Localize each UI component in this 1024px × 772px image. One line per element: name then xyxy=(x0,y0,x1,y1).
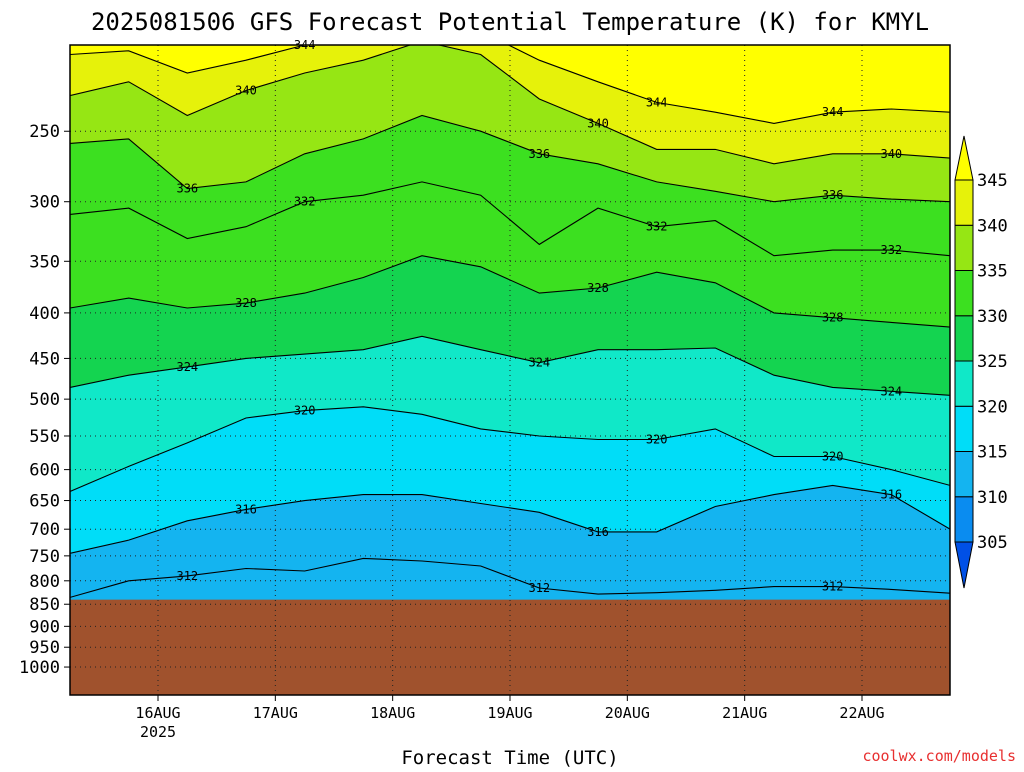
colorbar-swatch xyxy=(954,224,974,271)
contour-label-312: 312 xyxy=(528,581,550,595)
x-tick-label: 20AUG xyxy=(605,704,650,722)
isentrope-340 xyxy=(70,45,950,165)
chart-title: 2025081506 GFS Forecast Potential Temper… xyxy=(91,8,929,36)
x-tick-label: 17AUG xyxy=(253,704,298,722)
contour-label-328: 328 xyxy=(235,296,257,310)
y-tick-label: 350 xyxy=(29,252,60,272)
contour-label-layer: 312 312 312 316 316 316 320 320 320 324 324 324 328 3… xyxy=(176,38,902,595)
colorbar-label: 305 xyxy=(977,533,1008,553)
isentrope-320 xyxy=(70,406,950,493)
isentrope-336 xyxy=(70,114,950,203)
contour-label-332: 332 xyxy=(646,220,668,234)
y-tick-label: 900 xyxy=(29,617,60,637)
colorbar-swatch xyxy=(954,315,974,362)
y-axis: 2503003504004505005506006507007508008509… xyxy=(19,122,70,678)
colorbar-label: 345 xyxy=(977,171,1008,191)
grid-layer xyxy=(70,45,950,695)
watermark: coolwx.com/models xyxy=(862,747,1016,765)
colorbar-label: 335 xyxy=(977,262,1008,282)
y-tick-label: 300 xyxy=(29,193,60,213)
colorbar-swatch xyxy=(954,496,974,543)
x-tick-label: 21AUG xyxy=(722,704,767,722)
x-tick-label: 18AUG xyxy=(370,704,415,722)
y-tick-label: 650 xyxy=(29,492,60,512)
contour-label-332: 332 xyxy=(294,195,316,209)
colorbar: 305 310 315 320 325 330 335 340 345 xyxy=(954,135,1008,589)
colorbar-label: 315 xyxy=(977,443,1008,463)
colorbar-label: 310 xyxy=(977,488,1008,508)
y-tick-label: 550 xyxy=(29,427,60,447)
y-tick-label: 750 xyxy=(29,547,60,567)
isentrope-layer xyxy=(70,45,950,598)
contour-label-320: 320 xyxy=(294,404,316,418)
colorbar-swatch xyxy=(954,405,974,452)
theta-band-9 xyxy=(70,45,950,124)
contour-label-336: 336 xyxy=(822,188,844,202)
contour-label-328: 328 xyxy=(587,281,609,295)
contour-label-340: 340 xyxy=(880,147,902,161)
x-tick-label: 19AUG xyxy=(487,704,532,722)
isentrope-328 xyxy=(70,255,950,328)
y-tick-label: 400 xyxy=(29,304,60,324)
x-tick-label: 16AUG xyxy=(135,704,180,722)
y-tick-label: 950 xyxy=(29,638,60,658)
contour-label-312: 312 xyxy=(176,569,198,583)
x-tick-sublabel: 2025 xyxy=(140,723,176,741)
colorbar-label: 325 xyxy=(977,352,1008,372)
contour-label-344: 344 xyxy=(822,105,844,119)
contour-label-324: 324 xyxy=(176,360,198,374)
colorbar-label: 320 xyxy=(977,397,1008,417)
contour-label-336: 336 xyxy=(528,147,550,161)
isentrope-332 xyxy=(70,181,950,257)
isentrope-324 xyxy=(70,335,950,396)
contour-label-340: 340 xyxy=(235,84,257,98)
colorbar-label: 330 xyxy=(977,307,1008,327)
contour-label-336: 336 xyxy=(176,182,198,196)
contour-label-320: 320 xyxy=(646,432,668,446)
y-tick-label: 1000 xyxy=(19,658,60,678)
y-tick-label: 850 xyxy=(29,595,60,615)
contour-label-324: 324 xyxy=(528,356,550,370)
x-tick-label: 22AUG xyxy=(839,704,884,722)
colorbar-extend-high xyxy=(954,135,974,181)
contour-label-320: 320 xyxy=(822,450,844,464)
y-tick-label: 800 xyxy=(29,572,60,592)
isentrope-316 xyxy=(70,484,950,554)
contour-label-340: 340 xyxy=(587,116,609,130)
contour-label-324: 324 xyxy=(880,384,902,398)
contour-label-316: 316 xyxy=(880,488,902,502)
contour-label-316: 316 xyxy=(235,502,257,516)
isentrope-312 xyxy=(70,557,950,598)
contour-label-344: 344 xyxy=(646,95,668,109)
y-tick-label: 450 xyxy=(29,349,60,369)
colorbar-swatch xyxy=(954,179,974,226)
contour-label-312: 312 xyxy=(822,580,844,594)
y-tick-label: 700 xyxy=(29,520,60,540)
colorbar-extend-low xyxy=(954,541,974,589)
x-axis-title: Forecast Time (UTC) xyxy=(401,747,618,768)
colorbar-label: 340 xyxy=(977,216,1008,236)
y-tick-label: 250 xyxy=(29,122,60,142)
y-tick-label: 500 xyxy=(29,390,60,410)
colorbar-swatch xyxy=(954,270,974,317)
contour-label-332: 332 xyxy=(880,243,902,257)
contour-label-316: 316 xyxy=(587,525,609,539)
colorbar-swatch xyxy=(954,451,974,498)
y-tick-label: 600 xyxy=(29,461,60,481)
colorbar-swatch xyxy=(954,360,974,407)
contour-label-328: 328 xyxy=(822,311,844,325)
